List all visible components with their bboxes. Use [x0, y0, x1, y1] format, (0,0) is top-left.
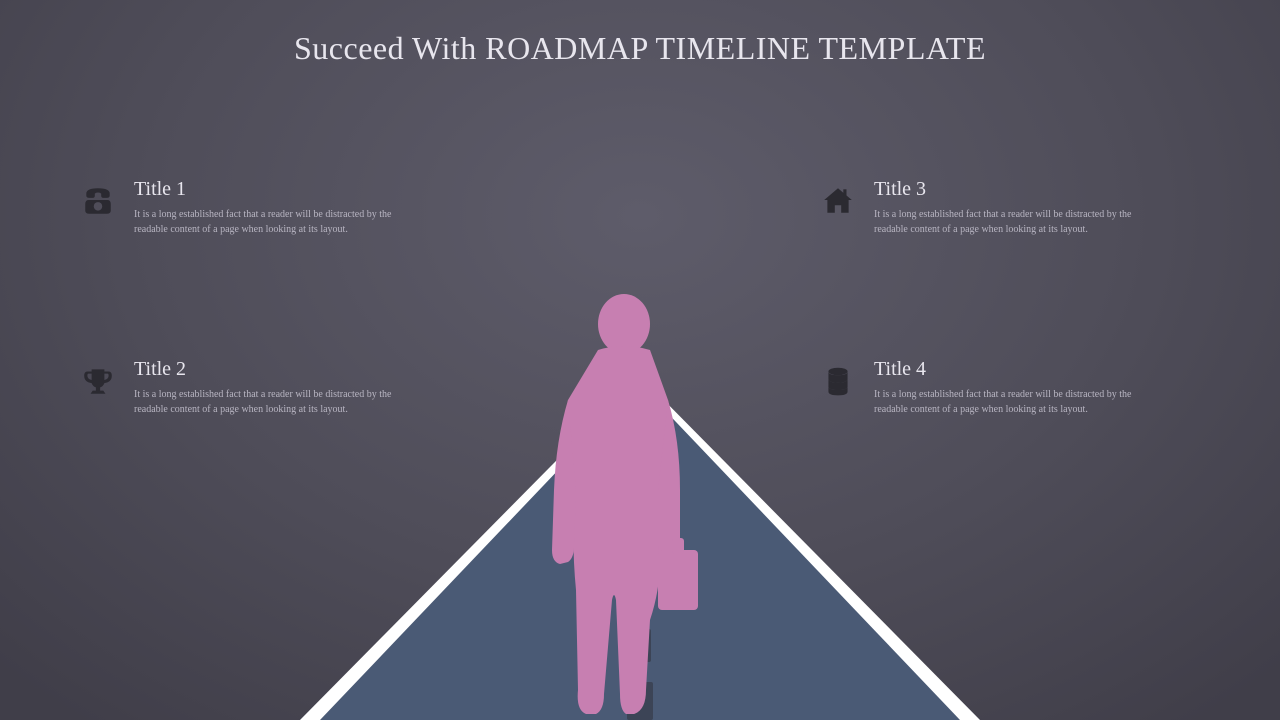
feature-item-1: Title 1 It is a long established fact th…	[80, 178, 420, 237]
item-title: Title 4	[874, 358, 1160, 381]
item-title: Title 2	[134, 358, 420, 381]
item-title: Title 1	[134, 178, 420, 201]
person-silhouette	[508, 290, 728, 720]
database-icon	[820, 358, 856, 398]
home-icon	[820, 178, 856, 218]
item-desc: It is a long established fact that a rea…	[134, 387, 420, 417]
item-desc: It is a long established fact that a rea…	[874, 207, 1160, 237]
item-desc: It is a long established fact that a rea…	[134, 207, 420, 237]
trophy-icon	[80, 358, 116, 398]
item-title: Title 3	[874, 178, 1160, 201]
phone-icon	[80, 178, 116, 218]
item-desc: It is a long established fact that a rea…	[874, 387, 1160, 417]
feature-item-4: Title 4 It is a long established fact th…	[820, 358, 1160, 417]
feature-item-3: Title 3 It is a long established fact th…	[820, 178, 1160, 237]
feature-item-2: Title 2 It is a long established fact th…	[80, 358, 420, 417]
slide-stage: Succeed With ROADMAP TIMELINE TEMPLATE	[0, 0, 1280, 720]
slide-title: Succeed With ROADMAP TIMELINE TEMPLATE	[0, 30, 1280, 67]
